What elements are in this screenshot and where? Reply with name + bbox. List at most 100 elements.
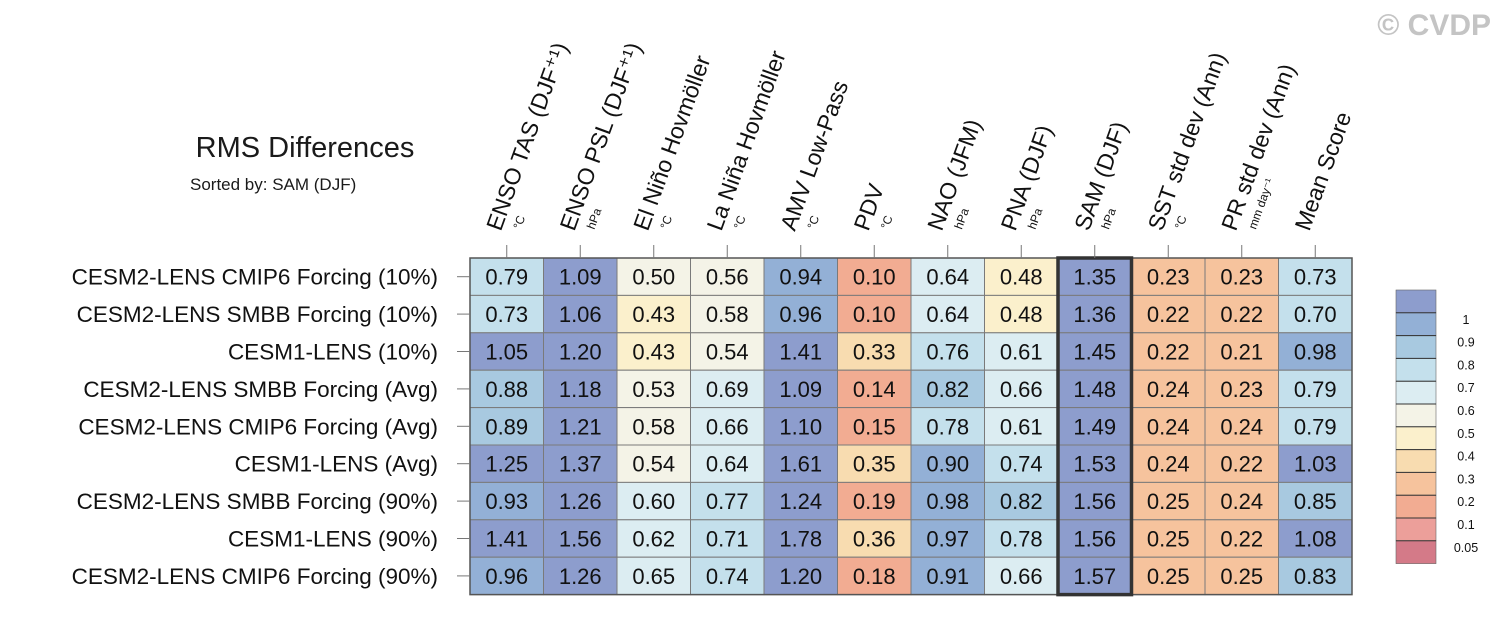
heatmap-cell (1278, 369, 1353, 409)
column-unit-label: °C (657, 213, 675, 231)
cell-value-label: 0.71 (706, 527, 749, 552)
cell-value-label: 1.57 (1073, 564, 1116, 589)
heatmap-cell (910, 481, 985, 521)
cell-value-label: 0.66 (1000, 377, 1043, 402)
cell-value-label: 1.08 (1294, 527, 1337, 552)
cell-value-label: 1.35 (1073, 265, 1116, 290)
cell-value-label: 0.24 (1147, 377, 1190, 402)
heatmap-cell (1131, 294, 1206, 334)
column-unit-label: hPa (584, 206, 605, 231)
heatmap-cell (543, 294, 618, 334)
chart-subtitle: Sorted by: SAM (DJF) (190, 175, 356, 194)
cell-value-label: 0.78 (1000, 527, 1043, 552)
colorbar-swatch (1395, 517, 1437, 542)
heatmap-cell (1204, 481, 1279, 521)
cell-value-label: 0.24 (1147, 414, 1190, 439)
cell-value-label: 0.10 (853, 302, 896, 327)
column-label: La Niña Hovmöller (702, 47, 791, 234)
column-unit-label: hPa (1098, 206, 1119, 231)
cell-value-label: 0.69 (706, 377, 749, 402)
colorbar-swatch (1395, 472, 1437, 496)
cell-value-label: 0.76 (926, 340, 969, 365)
cell-value-label: 0.24 (1220, 489, 1263, 514)
cell-value-label: 0.43 (632, 340, 675, 365)
cell-value-label: 0.23 (1147, 265, 1190, 290)
heatmap-cell (1204, 294, 1279, 334)
colorbar-label: 0.4 (1457, 450, 1474, 464)
heatmap-cell (690, 294, 765, 334)
cell-value-label: 1.03 (1294, 452, 1337, 477)
cell-value-label: 1.53 (1073, 452, 1116, 477)
cell-value-label: 0.18 (853, 564, 896, 589)
heatmap-cell (910, 332, 985, 371)
cell-value-label: 0.73 (1294, 265, 1337, 290)
heatmap-cell (616, 481, 691, 521)
cell-value-label: 1.45 (1073, 340, 1116, 365)
heatmap-cell (910, 407, 985, 446)
cell-value-label: 0.33 (853, 340, 896, 365)
cell-value-label: 1.36 (1073, 302, 1116, 327)
cell-value-label: 0.88 (485, 377, 528, 402)
heatmap-cell (543, 556, 618, 596)
cell-value-label: 0.53 (632, 377, 675, 402)
cell-value-label: 1.56 (1073, 489, 1116, 514)
cell-value-label: 1.61 (779, 452, 822, 477)
heatmap-cell (910, 444, 985, 483)
colorbar-swatch (1395, 403, 1437, 428)
heatmap-cell (837, 481, 912, 521)
heatmap-cell (469, 444, 544, 483)
heatmap-cell (616, 556, 691, 596)
cell-value-label: 0.54 (632, 452, 675, 477)
colorbar-swatch (1395, 540, 1437, 564)
cell-value-label: 1.26 (559, 564, 602, 589)
cell-value-label: 1.41 (485, 527, 528, 552)
cell-value-label: 0.79 (1294, 377, 1337, 402)
cell-value-label: 1.20 (779, 564, 822, 589)
column-unit-label: hPa (1025, 206, 1046, 231)
colorbar-label: 0.8 (1457, 358, 1474, 372)
colorbar-swatch (1395, 426, 1437, 450)
cell-value-label: 0.35 (853, 452, 896, 477)
colorbar-label: 0.1 (1457, 518, 1474, 532)
cell-value-label: 1.09 (559, 265, 602, 290)
cell-value-label: 0.22 (1220, 452, 1263, 477)
heatmap-cell (469, 556, 544, 596)
cell-value-label: 0.82 (1000, 489, 1043, 514)
cell-value-label: 0.54 (706, 340, 749, 365)
heatmap-cell (469, 407, 544, 446)
colorbar-label: 0.3 (1457, 472, 1474, 486)
cell-value-label: 0.64 (926, 302, 969, 327)
column-label: Mean Score (1290, 108, 1357, 233)
column-label: AMV Low-Pass (775, 77, 853, 234)
cell-value-label: 0.22 (1220, 527, 1263, 552)
cell-value-label: 0.60 (632, 489, 675, 514)
heatmap-cell (690, 481, 765, 521)
cell-value-label: 0.79 (485, 265, 528, 290)
heatmap-cell (1278, 332, 1353, 371)
heatmap-cell (1278, 519, 1353, 558)
cell-value-label: 1.37 (559, 452, 602, 477)
heatmap-cell (763, 332, 838, 371)
heatmap-cell (469, 519, 544, 558)
cell-value-label: 0.74 (1000, 452, 1043, 477)
cell-value-label: 0.89 (485, 414, 528, 439)
heatmap-cell (984, 444, 1059, 483)
cell-value-label: 1.48 (1073, 377, 1116, 402)
colorbar-label: 0.7 (1457, 381, 1474, 395)
heatmap-cell (469, 481, 544, 521)
column-label: El Niño Hovmöller (628, 52, 715, 234)
cell-value-label: 0.79 (1294, 414, 1337, 439)
colorbar-label: 0.6 (1457, 404, 1474, 418)
cell-value-label: 0.22 (1147, 302, 1190, 327)
row-label: CESM1-LENS (Avg) (235, 452, 438, 477)
cell-value-label: 1.06 (559, 302, 602, 327)
heatmap-cell (690, 332, 765, 371)
cell-value-label: 0.23 (1220, 265, 1263, 290)
heatmap-cell (763, 294, 838, 334)
cell-value-label: 0.24 (1220, 414, 1263, 439)
cell-value-label: 0.14 (853, 377, 896, 402)
heatmap-cell (984, 294, 1059, 334)
cell-value-label: 0.50 (632, 265, 675, 290)
cell-value-label: 1.49 (1073, 414, 1116, 439)
